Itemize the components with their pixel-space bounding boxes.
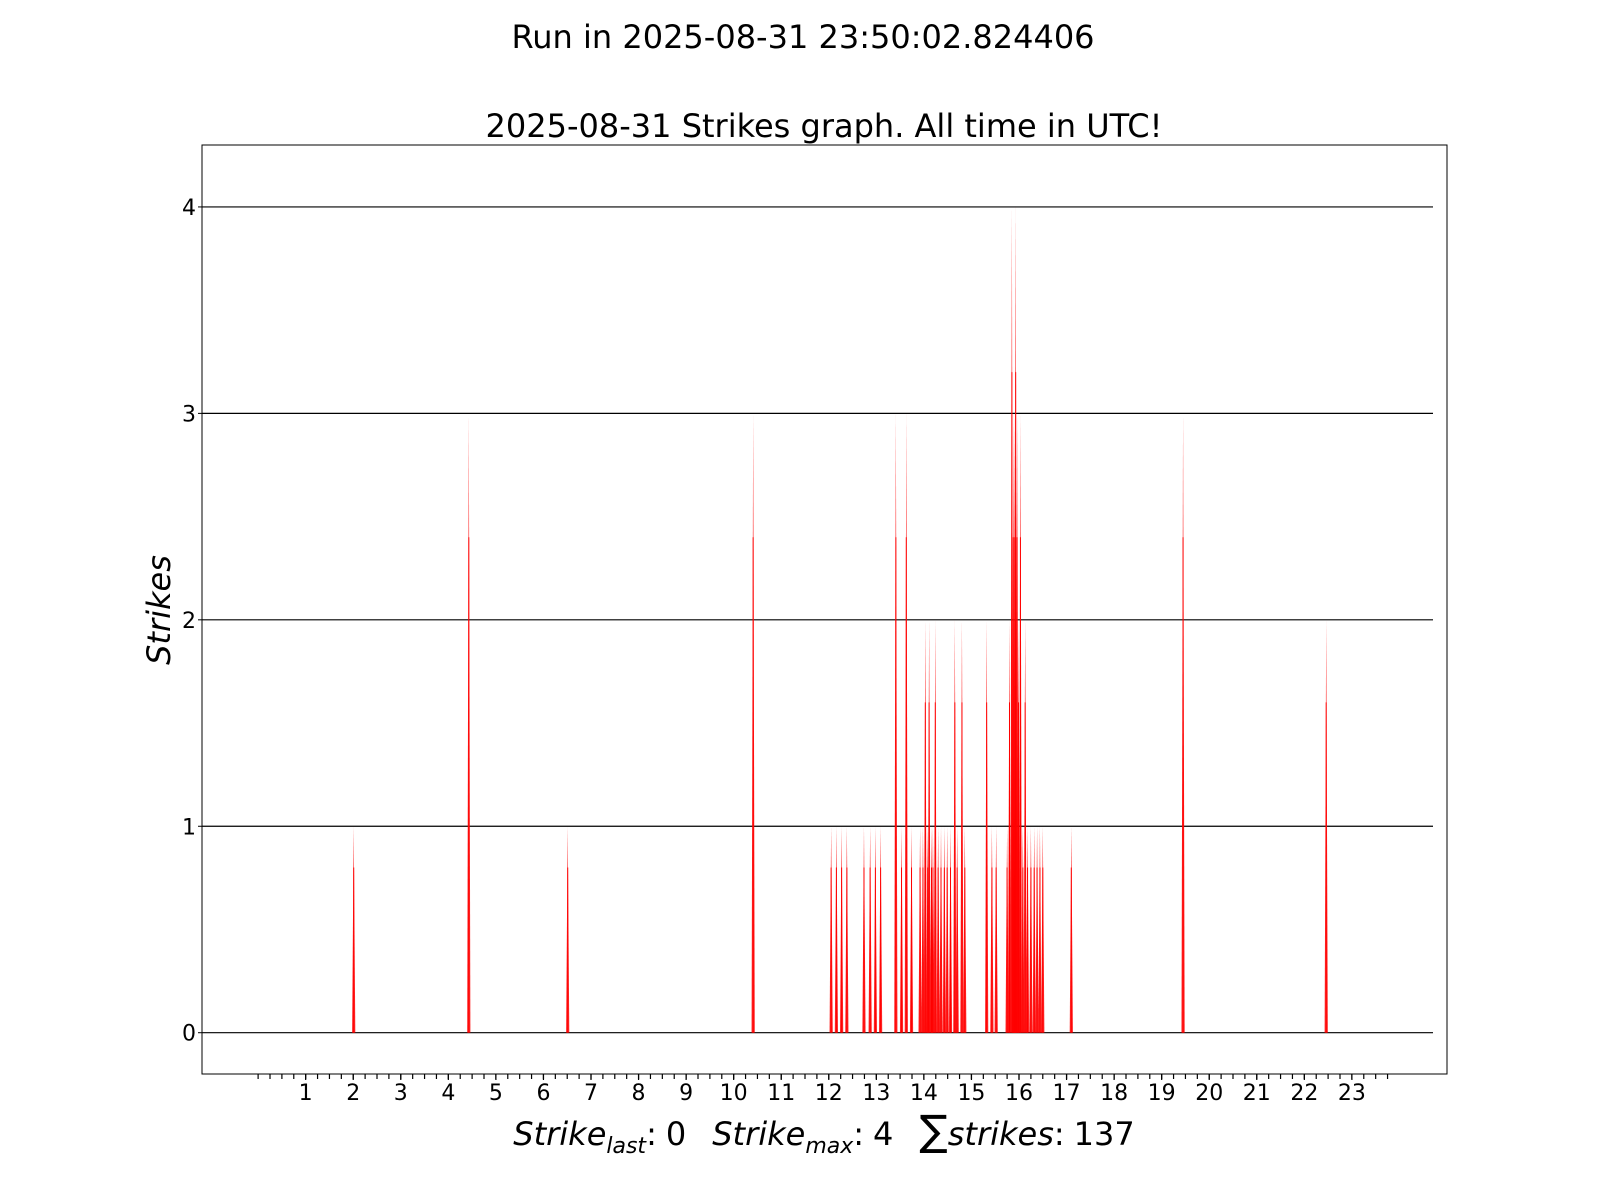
x-tick-label: 3 xyxy=(394,1081,408,1106)
summary-value: 0 xyxy=(666,1115,686,1153)
summary-name: strikes xyxy=(948,1115,1054,1153)
y-tick-label: 3 xyxy=(182,402,196,427)
y-axis-label: Strikes xyxy=(140,555,178,665)
x-tick-label: 18 xyxy=(1100,1081,1128,1106)
summary-subscript: last xyxy=(606,1134,647,1159)
summary-name: Strike xyxy=(712,1115,805,1153)
x-tick-label: 8 xyxy=(632,1081,646,1106)
summary-symbol: ∑ xyxy=(919,1106,947,1155)
y-tick-label: 4 xyxy=(182,196,196,221)
x-tick-label: 6 xyxy=(536,1081,550,1106)
x-tick-label: 20 xyxy=(1195,1081,1223,1106)
x-tick-label: 11 xyxy=(767,1081,795,1106)
x-tick-label: 13 xyxy=(862,1081,890,1106)
y-tick-label: 2 xyxy=(182,609,196,634)
x-tick-label: 9 xyxy=(679,1081,693,1106)
x-tick-label: 17 xyxy=(1053,1081,1081,1106)
x-tick-label: 15 xyxy=(957,1081,985,1106)
x-tick-label: 1 xyxy=(299,1081,313,1106)
summary-name: Strike xyxy=(513,1115,606,1153)
y-tick-label: 1 xyxy=(182,815,196,840)
summary-value: 137 xyxy=(1074,1115,1135,1153)
x-tick-label: 10 xyxy=(720,1081,748,1106)
y-tick-label: 0 xyxy=(182,1022,196,1047)
summary-suffix: : xyxy=(1054,1115,1065,1153)
x-tick-label: 5 xyxy=(489,1081,503,1106)
summary-value: 4 xyxy=(873,1115,893,1153)
x-tick-label: 2 xyxy=(346,1081,360,1106)
x-tick-label: 14 xyxy=(910,1081,938,1106)
summary: Strikelast: 0 Strikemax: 4 ∑strikes: 137 xyxy=(513,1106,1134,1159)
x-tick-label: 19 xyxy=(1148,1081,1176,1106)
x-tick-label: 23 xyxy=(1338,1081,1366,1106)
x-tick-label: 16 xyxy=(1005,1081,1033,1106)
x-tick-label: 22 xyxy=(1290,1081,1318,1106)
chart-title: 2025-08-31 Strikes graph. All time in UT… xyxy=(486,107,1163,145)
summary-suffix: : xyxy=(853,1115,864,1153)
summary-subscript: max xyxy=(805,1134,854,1159)
suptitle: Run in 2025-08-31 23:50:02.824406 xyxy=(511,18,1094,56)
x-tick-label: 4 xyxy=(441,1081,455,1106)
x-tick-label: 21 xyxy=(1243,1081,1271,1106)
x-tick-label: 7 xyxy=(584,1081,598,1106)
summary-suffix: : xyxy=(646,1115,657,1153)
axes-frame xyxy=(201,144,1448,1075)
x-tick-label: 12 xyxy=(815,1081,843,1106)
